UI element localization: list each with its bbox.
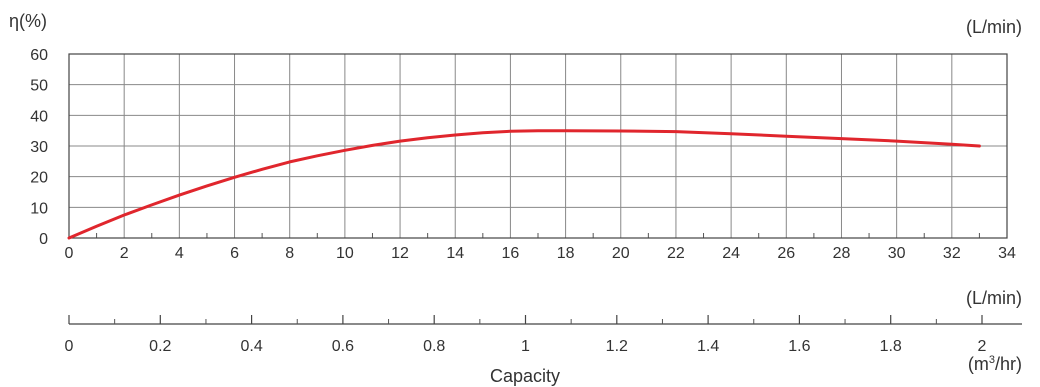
y-axis-title: η(%) — [9, 11, 47, 31]
x-tick-label: 12 — [391, 245, 409, 262]
m3-tick-label: 1.8 — [880, 338, 902, 355]
secondary-axis-ticks: 0 0.2 0.4 0.6 0.8 1 1.2 1.4 1.6 1.8 2 — [65, 315, 987, 355]
x-tick-label: 4 — [175, 245, 184, 262]
x-tick-label: 8 — [285, 245, 294, 262]
y-tick-label: 60 — [30, 47, 48, 64]
x-tick-label: 16 — [502, 245, 520, 262]
y-tick-label: 20 — [30, 170, 48, 187]
m3-tick-label: 1.6 — [788, 338, 810, 355]
x-tick-label: 2 — [120, 245, 129, 262]
m3-tick-label: 1 — [521, 338, 530, 355]
x-tick-label: 30 — [888, 245, 906, 262]
x-tick-label: 14 — [446, 245, 464, 262]
y-tick-label: 40 — [30, 108, 48, 125]
m3-tick-label: 1.2 — [606, 338, 628, 355]
y-tick-labels: 0 10 20 30 40 50 60 — [30, 47, 48, 248]
m3-tick-label: 0.6 — [332, 338, 354, 355]
x-tick-label: 32 — [943, 245, 961, 262]
y-tick-label: 0 — [39, 231, 48, 248]
x-tick-label: 20 — [612, 245, 630, 262]
m3-tick-label: 1.4 — [697, 338, 719, 355]
x-tick-label: 24 — [722, 245, 740, 262]
x-tick-label: 18 — [557, 245, 575, 262]
m3-tick-label: 0 — [65, 338, 74, 355]
efficiency-curve — [67, 129, 981, 240]
y-tick-label: 30 — [30, 139, 48, 156]
m3-tick-label: 0.8 — [423, 338, 445, 355]
y-tick-label: 50 — [30, 78, 48, 95]
x-tick-label: 6 — [230, 245, 239, 262]
x-tick-label: 0 — [65, 245, 74, 262]
flow-unit-top: (L/min) — [966, 17, 1022, 37]
m3-tick-label: 0.2 — [149, 338, 171, 355]
m3-tick-label: 2 — [978, 338, 987, 355]
flow-unit-bottom: (L/min) — [966, 288, 1022, 308]
x-tick-label: 26 — [777, 245, 795, 262]
m3-unit-label: (m3/hr) — [968, 354, 1022, 374]
y-tick-label: 10 — [30, 200, 48, 217]
m3-tick-label: 0.4 — [240, 338, 262, 355]
x-tick-label: 28 — [833, 245, 851, 262]
x-tick-label: 10 — [336, 245, 354, 262]
plot-frame — [68, 53, 1008, 239]
x-tick-labels-lpm: 0 2 4 6 8 10 12 14 16 18 20 22 24 26 28 30 32 34 — [65, 245, 1016, 262]
x-axis-title: Capacity — [490, 366, 560, 386]
x-tick-label: 22 — [667, 245, 685, 262]
grid-lines — [68, 53, 1008, 239]
x-tick-label: 34 — [998, 245, 1016, 262]
